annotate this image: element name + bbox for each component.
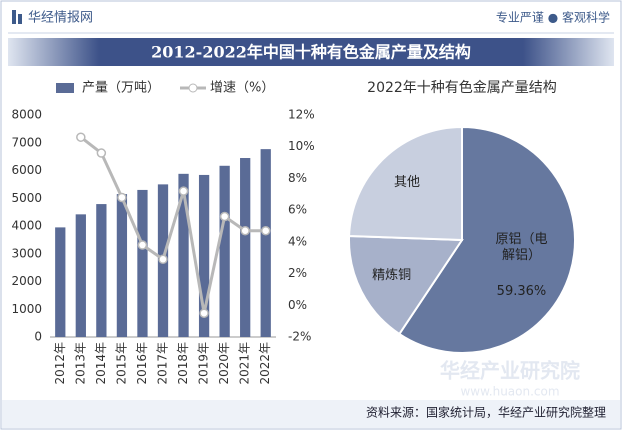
bar bbox=[178, 173, 189, 337]
bar bbox=[137, 189, 148, 337]
line-marker bbox=[117, 192, 127, 203]
title-banner bbox=[8, 38, 614, 66]
line bbox=[79, 136, 266, 314]
y-tick-label: 7000 bbox=[11, 135, 42, 149]
x-tick-label: 2015年 bbox=[114, 342, 128, 385]
y-tick-label: 8000 bbox=[11, 108, 42, 122]
logo: 华经情报网 bbox=[28, 11, 93, 26]
pie-slice bbox=[348, 125, 463, 242]
y-tick-label: 3000 bbox=[11, 246, 42, 260]
bar bbox=[219, 165, 230, 337]
pie-slice bbox=[397, 125, 576, 354]
x-tick-label: 2021年 bbox=[238, 342, 252, 385]
logo-icon bbox=[12, 10, 16, 24]
y-tick-label: 6000 bbox=[11, 163, 42, 177]
x-tick-label: 2019年 bbox=[197, 342, 211, 385]
bar bbox=[55, 227, 66, 337]
x-tick-label: 2022年 bbox=[258, 342, 272, 385]
source: 资料来源：国家统计局，华经产业研究院整理 bbox=[366, 405, 606, 420]
y2-tick-label: 12% bbox=[288, 108, 315, 122]
bar bbox=[240, 158, 251, 337]
x-tick-label: 2018年 bbox=[176, 342, 190, 385]
x-tick-label: 2020年 bbox=[217, 342, 231, 385]
y-tick-label: 5000 bbox=[11, 191, 42, 205]
bar bbox=[96, 204, 107, 337]
watermark: www.huaon.com bbox=[460, 385, 559, 399]
y2-tick-label: 6% bbox=[288, 203, 307, 217]
line-marker bbox=[178, 186, 189, 196]
line-marker bbox=[199, 308, 209, 318]
y-tick-label: 4000 bbox=[11, 219, 42, 233]
y2-tick-label: -2% bbox=[288, 330, 311, 344]
pie-title: 2022年十种有色金属产量结构 bbox=[367, 79, 557, 96]
line-marker bbox=[260, 226, 271, 236]
pie-label: 原铝（电解铝） bbox=[495, 232, 548, 263]
line-marker bbox=[96, 148, 107, 158]
x-tick-label: 2017年 bbox=[156, 342, 170, 385]
x-tick-label: 2016年 bbox=[135, 342, 149, 385]
slogan: 专业严谨 ● 客观科学 bbox=[496, 10, 610, 25]
line-marker bbox=[158, 254, 168, 265]
legend-swatch bbox=[56, 83, 74, 93]
line-marker bbox=[137, 240, 148, 250]
title: 2012-2022年中国十种有色金属产量及结构 bbox=[151, 43, 471, 62]
logo-icon bbox=[18, 14, 22, 24]
y2-tick-label: 4% bbox=[288, 234, 307, 248]
legend-swatch bbox=[188, 83, 198, 93]
bar bbox=[75, 214, 86, 337]
y2-tick-label: 8% bbox=[288, 171, 307, 185]
x-tick-label: 2012年 bbox=[53, 342, 67, 385]
pie-label: 其他 bbox=[394, 175, 421, 191]
x-tick-label: 2014年 bbox=[94, 342, 108, 385]
line-marker bbox=[219, 211, 230, 222]
legend-label: 增速（%） bbox=[210, 81, 274, 96]
legend-label: 产量（万吨） bbox=[82, 81, 160, 96]
line-marker bbox=[76, 132, 86, 142]
y2-tick-label: 10% bbox=[288, 139, 315, 153]
y2-tick-label: 0% bbox=[288, 298, 307, 312]
watermark: 华经产业研究院 bbox=[440, 359, 580, 383]
pie-slice bbox=[348, 234, 464, 336]
bar bbox=[198, 174, 210, 337]
pie-label: 精炼铜 bbox=[372, 268, 412, 284]
source-band bbox=[2, 400, 620, 428]
line-marker bbox=[240, 226, 250, 236]
y2-tick-label: 2% bbox=[288, 266, 307, 280]
pie-value-label: 59.36% bbox=[496, 284, 547, 299]
y-tick-label: 1000 bbox=[11, 302, 42, 316]
y-tick-label: 2000 bbox=[11, 274, 42, 288]
y-tick-label: 0 bbox=[34, 330, 42, 344]
bar bbox=[116, 194, 128, 337]
x-tick-label: 2013年 bbox=[73, 342, 87, 385]
bar bbox=[260, 149, 271, 337]
